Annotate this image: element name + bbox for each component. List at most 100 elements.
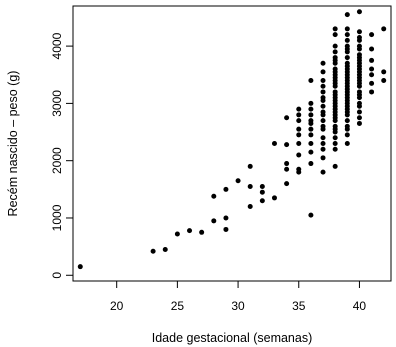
data-point bbox=[247, 204, 253, 210]
data-point bbox=[320, 141, 326, 146]
data-point bbox=[235, 178, 241, 184]
data-point bbox=[332, 32, 338, 38]
data-point bbox=[271, 141, 277, 146]
data-point bbox=[344, 118, 350, 124]
data-point bbox=[381, 26, 387, 32]
data-point bbox=[344, 132, 350, 138]
data-point bbox=[332, 26, 338, 32]
x-tick-label: 30 bbox=[231, 299, 245, 313]
data-point bbox=[296, 126, 302, 132]
data-point bbox=[308, 149, 314, 155]
data-point bbox=[296, 118, 302, 124]
data-point bbox=[344, 26, 350, 32]
y-tick-label: 4000 bbox=[50, 32, 64, 59]
data-point bbox=[320, 83, 326, 89]
data-point bbox=[381, 69, 387, 75]
data-point bbox=[320, 109, 326, 115]
data-point bbox=[308, 161, 314, 167]
data-points bbox=[77, 9, 387, 270]
data-point bbox=[320, 103, 326, 109]
data-point bbox=[356, 89, 362, 95]
data-point bbox=[77, 264, 83, 270]
data-point bbox=[356, 115, 362, 121]
data-point bbox=[369, 32, 375, 38]
data-point bbox=[332, 89, 338, 95]
data-point bbox=[320, 95, 326, 101]
data-point bbox=[284, 166, 290, 172]
data-point bbox=[320, 155, 326, 161]
data-point bbox=[332, 55, 338, 61]
data-point bbox=[308, 212, 314, 218]
data-point bbox=[332, 141, 338, 146]
data-point bbox=[344, 37, 350, 43]
data-point bbox=[320, 77, 326, 83]
data-point bbox=[308, 132, 314, 138]
data-point bbox=[332, 163, 338, 169]
data-point bbox=[332, 66, 338, 72]
x-axis: 20 25 30 35 40 bbox=[110, 280, 367, 313]
data-point bbox=[369, 80, 375, 86]
data-point bbox=[247, 183, 253, 189]
data-point bbox=[356, 43, 362, 49]
data-point bbox=[284, 115, 290, 121]
data-point bbox=[344, 60, 350, 66]
x-tick-label: 20 bbox=[110, 299, 124, 313]
plot-frame bbox=[72, 5, 392, 282]
data-point bbox=[344, 43, 350, 49]
data-point bbox=[320, 135, 326, 141]
data-point bbox=[344, 32, 350, 38]
data-point bbox=[271, 195, 277, 201]
data-point bbox=[199, 229, 205, 235]
data-point bbox=[223, 226, 229, 232]
y-tick-label: 1000 bbox=[50, 204, 64, 231]
y-tick-label: 3000 bbox=[50, 90, 64, 117]
data-point bbox=[356, 120, 362, 126]
data-point bbox=[259, 198, 265, 204]
data-point bbox=[356, 52, 362, 58]
data-point bbox=[369, 46, 375, 52]
data-point bbox=[332, 146, 338, 152]
data-point bbox=[211, 193, 217, 199]
data-point bbox=[308, 106, 314, 112]
data-point bbox=[308, 118, 314, 124]
data-point bbox=[223, 186, 229, 192]
y-axis: 0 1000 2000 3000 4000 bbox=[50, 32, 74, 279]
data-point bbox=[284, 161, 290, 167]
data-point bbox=[369, 72, 375, 78]
data-point bbox=[296, 112, 302, 118]
data-point bbox=[296, 166, 302, 172]
data-point bbox=[150, 248, 156, 254]
data-point bbox=[332, 135, 338, 141]
data-point bbox=[211, 218, 217, 224]
data-point bbox=[259, 183, 265, 189]
data-point bbox=[308, 126, 314, 132]
data-point bbox=[369, 66, 375, 72]
data-point bbox=[356, 100, 362, 106]
data-point bbox=[356, 29, 362, 35]
y-tick-label: 2000 bbox=[50, 147, 64, 174]
data-point bbox=[284, 181, 290, 187]
x-tick-label: 35 bbox=[292, 299, 306, 313]
data-point bbox=[320, 69, 326, 75]
data-point bbox=[381, 77, 387, 83]
data-point bbox=[332, 43, 338, 49]
data-point bbox=[247, 163, 253, 169]
data-point bbox=[296, 141, 302, 146]
data-point bbox=[356, 109, 362, 115]
data-point bbox=[356, 9, 362, 15]
data-point bbox=[320, 146, 326, 152]
y-tick-label: 0 bbox=[50, 272, 64, 279]
x-tick-label: 40 bbox=[353, 299, 367, 313]
data-point bbox=[344, 123, 350, 129]
y-axis-title: Recém nascido – peso (g) bbox=[6, 71, 20, 217]
data-point bbox=[320, 118, 326, 124]
data-point bbox=[223, 215, 229, 221]
data-point bbox=[332, 123, 338, 129]
data-point bbox=[369, 89, 375, 95]
data-point bbox=[344, 55, 350, 61]
data-point bbox=[356, 35, 362, 41]
data-point bbox=[162, 246, 168, 252]
x-axis-title: Idade gestacional (semanas) bbox=[152, 331, 313, 345]
data-point bbox=[284, 142, 290, 148]
